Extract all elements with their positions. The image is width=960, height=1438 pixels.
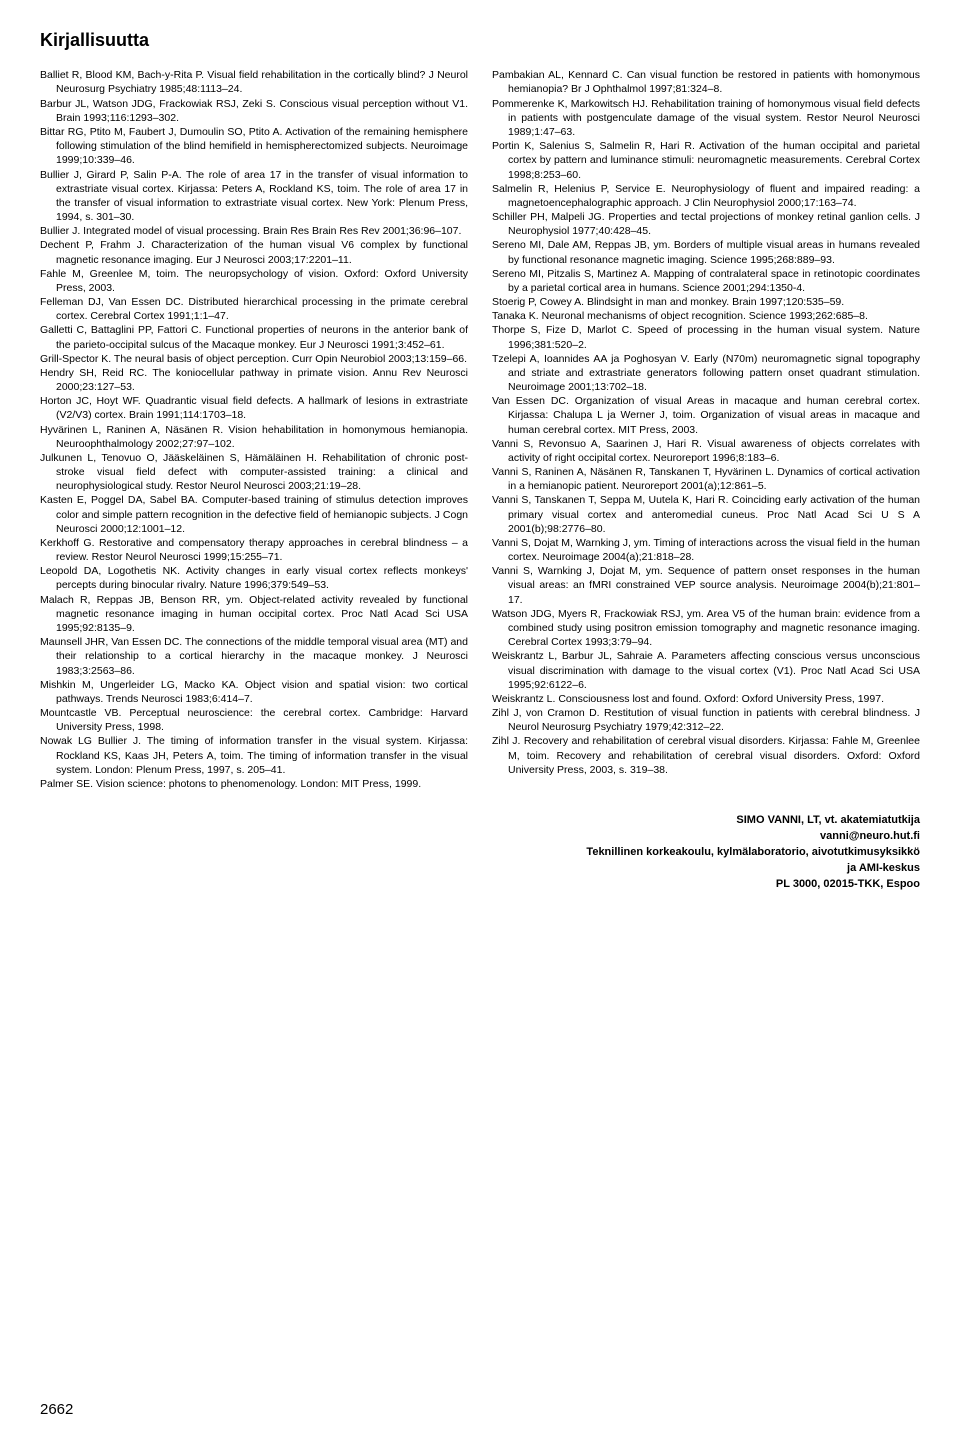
reference-entry: Dechent P, Frahm J. Characterization of …	[40, 238, 468, 266]
reference-entry: Tanaka K. Neuronal mechanisms of object …	[492, 309, 920, 323]
reference-entry: Van Essen DC. Organization of visual Are…	[492, 394, 920, 437]
reference-entry: Zihl J, von Cramon D. Restitution of vis…	[492, 706, 920, 734]
author-affiliation: Teknillinen korkeakoulu, kylmälaboratori…	[40, 845, 920, 861]
reference-entry: Mountcastle VB. Perceptual neuroscience:…	[40, 706, 468, 734]
reference-entry: Kerkhoff G. Restorative and compensatory…	[40, 536, 468, 564]
reference-entry: Vanni S, Tanskanen T, Seppa M, Uutela K,…	[492, 493, 920, 536]
reference-entry: Nowak LG Bullier J. The timing of inform…	[40, 734, 468, 777]
reference-entry: Mishkin M, Ungerleider LG, Macko KA. Obj…	[40, 678, 468, 706]
reference-entry: Sereno MI, Dale AM, Reppas JB, ym. Borde…	[492, 238, 920, 266]
reference-entry: Leopold DA, Logothetis NK. Activity chan…	[40, 564, 468, 592]
reference-entry: Hyvärinen L, Raninen A, Näsänen R. Visio…	[40, 423, 468, 451]
reference-entry: Felleman DJ, Van Essen DC. Distributed h…	[40, 295, 468, 323]
reference-entry: Vanni S, Warnking J, Dojat M, ym. Sequen…	[492, 564, 920, 607]
reference-entry: Barbur JL, Watson JDG, Frackowiak RSJ, Z…	[40, 97, 468, 125]
reference-entry: Bittar RG, Ptito M, Faubert J, Dumoulin …	[40, 125, 468, 168]
reference-entry: Schiller PH, Malpeli JG. Properties and …	[492, 210, 920, 238]
reference-entry: Fahle M, Greenlee M, toim. The neuropsyc…	[40, 267, 468, 295]
reference-entry: Salmelin R, Helenius P, Service E. Neuro…	[492, 182, 920, 210]
reference-entry: Pambakian AL, Kennard C. Can visual func…	[492, 68, 920, 96]
reference-entry: Palmer SE. Vision science: photons to ph…	[40, 777, 468, 791]
reference-entry: Stoerig P, Cowey A. Blindsight in man an…	[492, 295, 920, 309]
reference-entry: Zihl J. Recovery and rehabilitation of c…	[492, 734, 920, 777]
reference-entry: Julkunen L, Tenovuo O, Jääskeläinen S, H…	[40, 451, 468, 494]
reference-entry: Galletti C, Battaglini PP, Fattori C. Fu…	[40, 323, 468, 351]
author-email: vanni@neuro.hut.fi	[40, 829, 920, 845]
reference-entry: Vanni S, Revonsuo A, Saarinen J, Hari R.…	[492, 437, 920, 465]
reference-entry: Vanni S, Raninen A, Näsänen R, Tanskanen…	[492, 465, 920, 493]
author-block: SIMO VANNI, LT, vt. akatemiatutkija vann…	[40, 813, 920, 893]
reference-entry: Thorpe S, Fize D, Marlot C. Speed of pro…	[492, 323, 920, 351]
reference-entry: Portin K, Salenius S, Salmelin R, Hari R…	[492, 139, 920, 182]
reference-entry: Weiskrantz L, Barbur JL, Sahraie A. Para…	[492, 649, 920, 692]
reference-entry: Pommerenke K, Markowitsch HJ. Rehabilita…	[492, 97, 920, 140]
reference-entry: Malach R, Reppas JB, Benson RR, ym. Obje…	[40, 593, 468, 636]
reference-entry: Maunsell JHR, Van Essen DC. The connecti…	[40, 635, 468, 678]
reference-entry: Sereno MI, Pitzalis S, Martinez A. Mappi…	[492, 267, 920, 295]
reference-entry: Weiskrantz L. Consciousness lost and fou…	[492, 692, 920, 706]
reference-entry: Vanni S, Dojat M, Warnking J, ym. Timing…	[492, 536, 920, 564]
reference-entry: Bullier J. Integrated model of visual pr…	[40, 224, 468, 238]
reference-entry: Grill-Spector K. The neural basis of obj…	[40, 352, 468, 366]
reference-entry: Hendry SH, Reid RC. The koniocellular pa…	[40, 366, 468, 394]
page-number: 2662	[40, 1400, 73, 1420]
reference-entry: Tzelepi A, Ioannides AA ja Poghosyan V. …	[492, 352, 920, 395]
references-list: Balliet R, Blood KM, Bach-y-Rita P. Visu…	[40, 68, 920, 791]
author-address: PL 3000, 02015-TKK, Espoo	[40, 877, 920, 893]
reference-entry: Balliet R, Blood KM, Bach-y-Rita P. Visu…	[40, 68, 468, 96]
reference-entry: Watson JDG, Myers R, Frackowiak RSJ, ym.…	[492, 607, 920, 650]
reference-entry: Horton JC, Hoyt WF. Quadrantic visual fi…	[40, 394, 468, 422]
author-line: SIMO VANNI, LT, vt. akatemiatutkija	[40, 813, 920, 829]
section-title: Kirjallisuutta	[40, 28, 920, 52]
author-affiliation: ja AMI-keskus	[40, 861, 920, 877]
reference-entry: Bullier J, Girard P, Salin P-A. The role…	[40, 168, 468, 225]
reference-entry: Kasten E, Poggel DA, Sabel BA. Computer-…	[40, 493, 468, 536]
